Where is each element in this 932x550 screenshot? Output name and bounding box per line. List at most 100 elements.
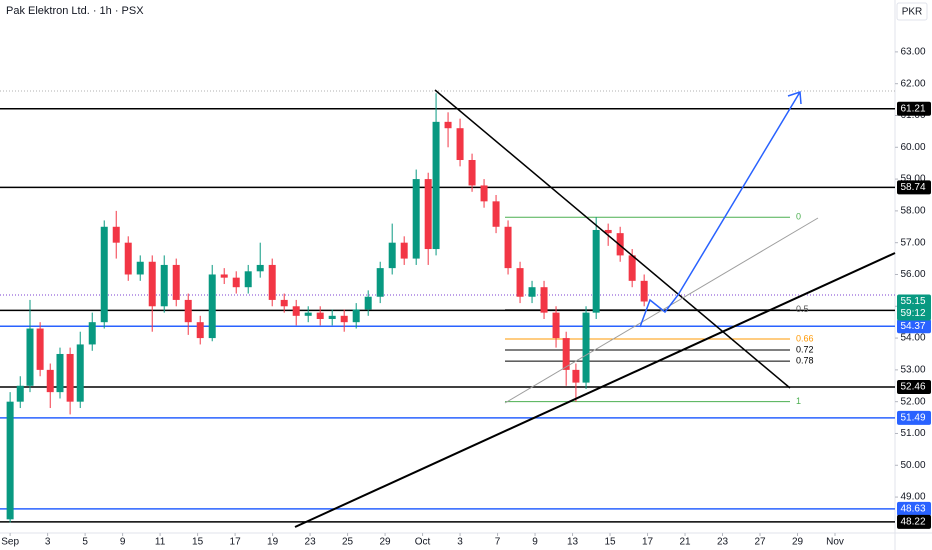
candle-body xyxy=(316,312,324,319)
candle-body xyxy=(88,322,96,345)
candle-body xyxy=(352,309,360,323)
level-price-tag xyxy=(897,319,931,334)
level-price-tag xyxy=(897,180,931,195)
candle-body xyxy=(456,128,464,161)
candle-body xyxy=(604,229,612,234)
candle-body xyxy=(424,179,432,250)
level-price-tag xyxy=(897,101,931,116)
x-tick-label: 15 xyxy=(192,537,204,548)
y-tick-label: 54.00 xyxy=(900,333,925,344)
candle-body xyxy=(572,369,580,383)
candle-body xyxy=(112,226,120,243)
candle-body xyxy=(444,121,452,129)
candle-body xyxy=(184,299,192,323)
x-tick-label: 13 xyxy=(567,537,579,548)
candle-body xyxy=(232,277,240,288)
candle-body xyxy=(516,268,524,297)
x-tick-label: 3 xyxy=(457,537,463,548)
candle-body xyxy=(6,401,14,520)
level-price-label: 58.74 xyxy=(900,182,925,193)
fib-trend xyxy=(504,217,819,404)
x-tick-label: 23 xyxy=(305,537,317,548)
candle-body xyxy=(376,268,384,297)
projection-path xyxy=(639,91,801,328)
y-tick-label: 49.00 xyxy=(900,492,925,503)
symbol-title: Pak Elektron Ltd. · 1h · PSX xyxy=(6,5,144,17)
candle-body xyxy=(340,315,348,323)
candle-body xyxy=(220,274,228,278)
level-price-label: 61.21 xyxy=(900,103,925,114)
candle-body xyxy=(388,242,396,269)
candle-body xyxy=(628,255,636,281)
candle-body xyxy=(124,242,132,275)
candle-body xyxy=(412,179,420,259)
level-price-label: 54.37 xyxy=(900,321,925,332)
x-tick-label: 3 xyxy=(45,537,51,548)
candle-body xyxy=(76,344,84,402)
candle-body xyxy=(492,201,500,227)
y-tick-label: 53.00 xyxy=(900,365,925,376)
trend-line xyxy=(434,89,791,389)
level-price-tag xyxy=(897,380,931,395)
candle-body xyxy=(364,296,372,310)
x-tick-label: Nov xyxy=(826,537,844,548)
y-tick-label: 60.00 xyxy=(900,142,925,153)
x-tick-label: Oct xyxy=(415,537,431,548)
candle-body xyxy=(280,299,288,307)
x-tick-label: 29 xyxy=(380,537,392,548)
candle-body xyxy=(432,121,440,250)
candle-body xyxy=(256,264,264,272)
x-tick-label: Sep xyxy=(1,537,19,548)
candle-body xyxy=(160,264,168,307)
fib-label: 0.78 xyxy=(796,355,814,365)
currency-box[interactable] xyxy=(896,2,928,21)
candle-body xyxy=(592,229,600,313)
candle-body xyxy=(328,315,336,319)
x-tick-label: 19 xyxy=(267,537,279,548)
candle-body xyxy=(616,233,624,256)
candle-body xyxy=(400,242,408,259)
level-price-tag xyxy=(897,514,931,529)
candle-body xyxy=(480,185,488,202)
y-tick-label: 57.00 xyxy=(900,237,925,248)
currency[interactable]: PKR xyxy=(902,7,923,18)
candle-body xyxy=(46,369,54,393)
candle-body xyxy=(640,280,648,302)
arrow-head xyxy=(787,90,802,105)
level-price-tag xyxy=(897,410,931,425)
fib-label: 0 xyxy=(796,212,801,222)
candle-body xyxy=(244,271,252,288)
y-tick-label: 56.00 xyxy=(900,269,925,280)
x-tick-label: 15 xyxy=(604,537,616,548)
last-price-label: 55.15 xyxy=(900,296,925,307)
y-tick-label: 51.00 xyxy=(900,428,925,439)
x-tick-label: 17 xyxy=(230,537,242,548)
x-tick-label: 5 xyxy=(82,537,88,548)
candle-body xyxy=(304,312,312,316)
y-tick-label: 50.00 xyxy=(900,460,925,471)
countdown: 59:12 xyxy=(900,308,925,319)
y-tick-label: 58.00 xyxy=(900,206,925,217)
last-price-tag xyxy=(897,294,931,321)
candle-body xyxy=(268,264,276,300)
x-tick-label: 11 xyxy=(155,537,166,548)
candle-body xyxy=(100,226,108,323)
candle-body xyxy=(292,306,300,316)
level-price-label: 52.46 xyxy=(900,382,925,393)
candle-body xyxy=(172,264,180,300)
candle-body xyxy=(504,226,512,269)
x-tick-label: 9 xyxy=(532,537,538,548)
candle-body xyxy=(540,287,548,313)
x-tick-label: 17 xyxy=(642,537,654,548)
candle-body xyxy=(16,385,24,402)
fib-label: 0.5 xyxy=(796,304,809,314)
x-tick-label: 9 xyxy=(120,537,126,548)
candle-body xyxy=(136,261,144,275)
level-price-tag xyxy=(897,501,931,516)
candles xyxy=(6,93,648,523)
candle-body xyxy=(36,328,44,370)
x-tick-label: 23 xyxy=(717,537,729,548)
fib-label: 1 xyxy=(796,396,801,406)
candle-body xyxy=(66,353,74,402)
y-tick-label: 63.00 xyxy=(900,47,925,58)
